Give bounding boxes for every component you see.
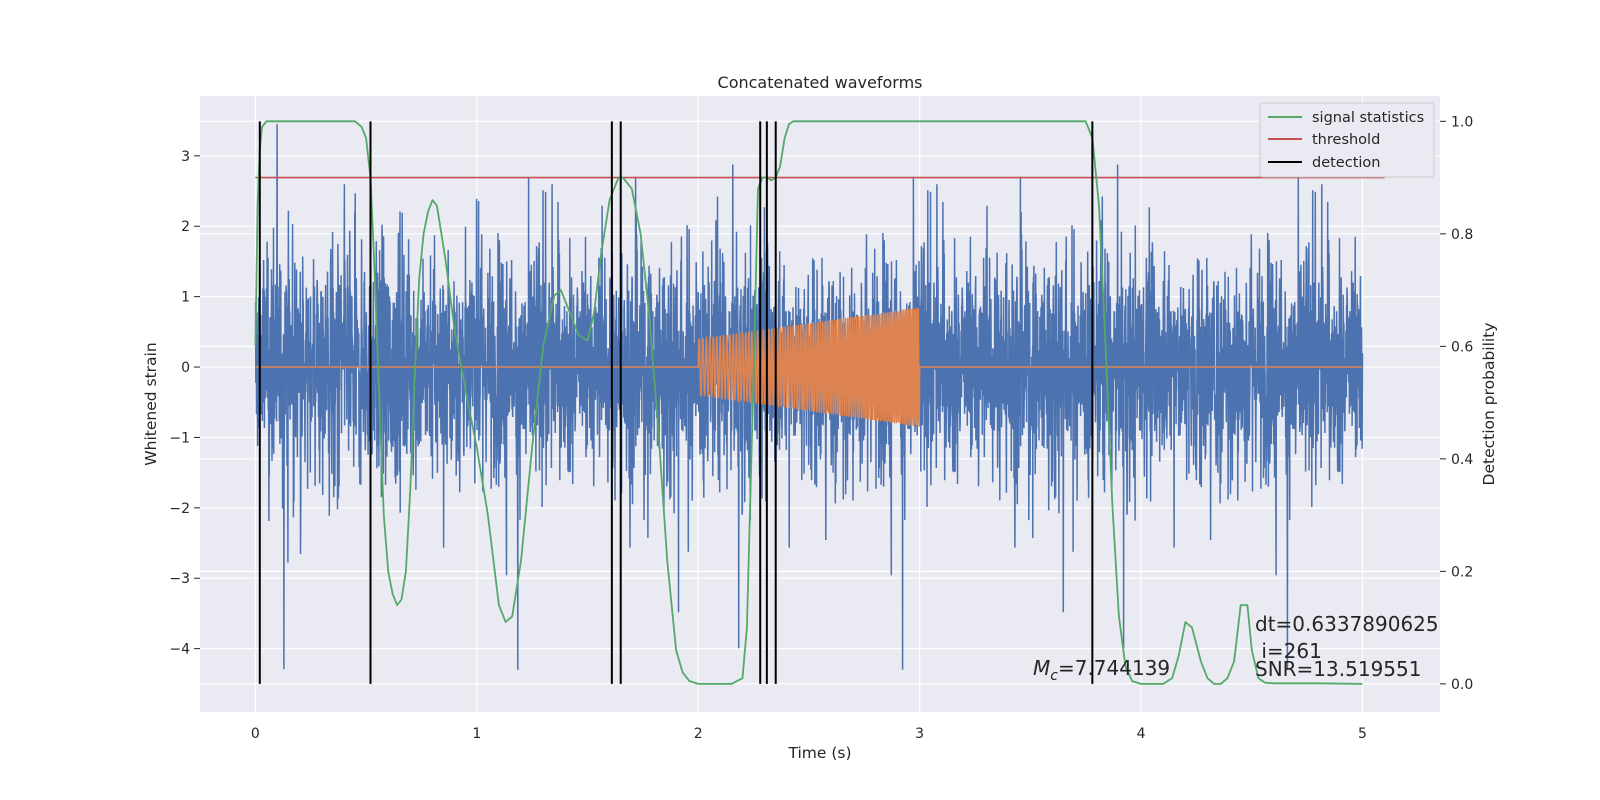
signal-statistics-line [254,120,1363,685]
x-tick-label: 2 [694,726,703,742]
legend-threshold-label: threshold [1312,132,1380,148]
legend: signal statistics threshold detection [1259,102,1435,178]
template-line [255,307,1363,427]
x-tick-label: 0 [251,726,260,742]
y2-tick-label: 0.4 [1451,452,1473,468]
y2-tick-label: 0.0 [1451,677,1473,693]
x-tick-label: 1 [472,726,481,742]
x-axis-label: Time (s) [787,744,851,762]
x-tick-label: 4 [1137,726,1146,742]
legend-detection-label: detection [1312,155,1380,171]
y-tick-label: −3 [169,571,190,587]
y2-tick-label: 0.8 [1451,227,1473,243]
y-tick-label: −4 [169,642,190,658]
signal-statistics-series [254,120,1363,685]
x-tick-label: 5 [1358,726,1367,742]
y-axis-label: Whitened strain [142,342,160,465]
legend-signal-statistics-label: signal statistics [1312,110,1424,126]
y-tick-label: 3 [181,149,190,165]
y2-tick-label: 1.0 [1451,114,1473,130]
annotation-snr: SNR=13.519551 [1255,657,1421,681]
y-tick-label: −1 [169,430,190,446]
y-tick-label: 2 [181,219,190,235]
y2-tick-label: 0.6 [1451,339,1473,355]
annotation-index: i=261 [1255,639,1322,663]
y-tick-label: −2 [169,501,190,517]
x-tick-label: 3 [915,726,924,742]
template-series [255,307,1363,427]
chart-title: Concatenated waveforms [718,73,923,92]
detection-lines [258,121,1094,684]
y-tick-label: 1 [181,290,190,306]
y2-tick-label: 0.2 [1451,564,1473,580]
legend-box [1259,102,1435,178]
ticks: 0 1 2 3 4 5 −4 −3 −2 −1 0 1 2 3 0.0 0.2 0.4 0.6 0.8 1.0 [169,114,1473,742]
annotation-chirp-mass: Mc=7.744139 [1033,656,1170,684]
y-tick-label: 0 [181,360,190,376]
y2-axis-label: Detection probability [1480,323,1498,486]
annotation-dt: dt=0.6337890625 [1255,612,1439,636]
